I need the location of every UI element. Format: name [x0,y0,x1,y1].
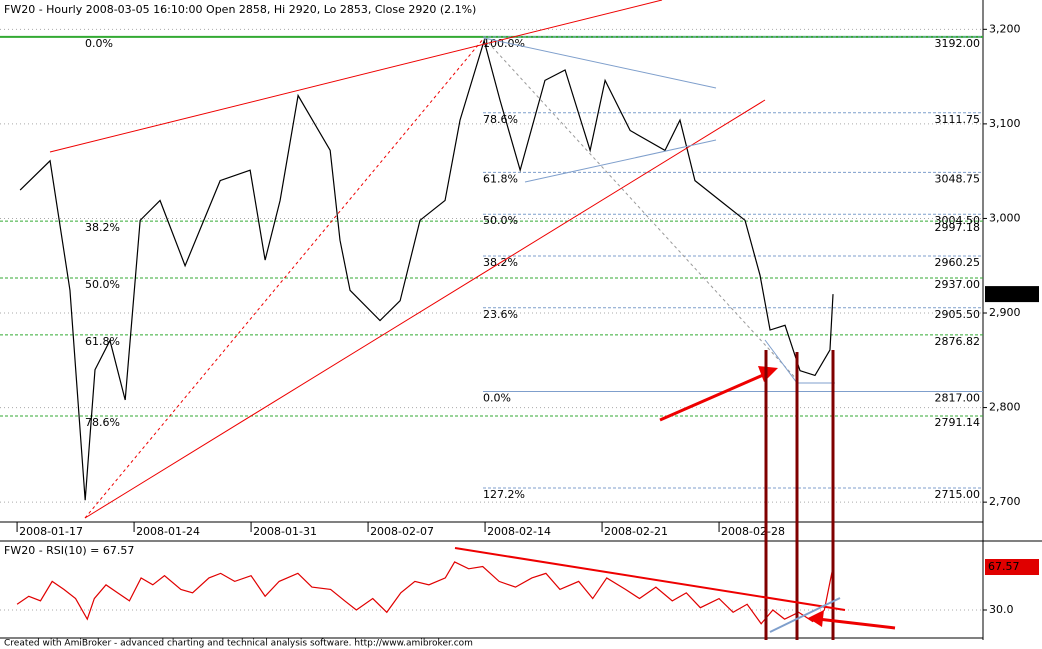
fib-name: 127.2% [483,488,525,501]
fib-label: 2905.50 [935,308,981,321]
y-tick-label: 30.0 [989,603,1014,616]
fib-label: 2876.82 [935,335,981,348]
x-tick-label: 2008-02-07 [370,525,434,538]
fib-label: 2997.18 [935,221,981,234]
fib-label: 2817.00 [935,392,981,405]
trend-line [483,37,717,89]
fib-label: 3048.75 [935,172,981,185]
trend-line [49,0,663,153]
x-tick-label: 2008-01-17 [19,525,83,538]
fib-label: 2791.14 [935,416,981,429]
trend-line [454,547,846,611]
x-tick-label: 2008-01-31 [253,525,317,538]
x-tick-label: 2008-02-21 [604,525,668,538]
last-value-label: 2,920 [988,287,1020,300]
trend-line [524,139,717,183]
fib-label: 2960.25 [935,256,981,269]
last-value-box [985,286,1039,303]
fib-name: 38.2% [85,221,120,234]
fib-label: 2937.00 [935,278,981,291]
arrow [659,370,771,422]
last-value-box [985,559,1039,576]
fib-name: 23.6% [483,308,518,321]
y-tick-label: 3,100 [989,117,1021,130]
trend-line [84,99,766,519]
fib-name: 78.6% [483,113,518,126]
y-tick-label: 2,700 [989,495,1021,508]
rsi-title: FW20 - RSI(10) = 67.57 [4,544,134,557]
trend-line [769,597,841,633]
trend-drawings [49,0,896,640]
price-line [16,561,834,625]
last-value-label: 67.57 [988,560,1020,573]
trend-line [84,37,485,519]
y-tick-label: 3,200 [989,22,1021,35]
fib-name: 78.6% [85,416,120,429]
arrow [817,617,896,630]
fib-name: 0.0% [85,37,113,50]
fib-name: 61.8% [85,335,120,348]
y-tick-label: 2,900 [989,306,1021,319]
price-line [19,38,834,501]
y-tick-label: 3,000 [989,211,1021,224]
fib-name: 61.8% [483,172,518,185]
footer: Created with AmiBroker - advanced charti… [4,639,473,649]
arrow-head [758,366,778,382]
x-tick-label: 2008-02-14 [487,525,551,538]
fib-name: 50.0% [483,214,518,227]
y-tick-label: 2,800 [989,401,1021,414]
x-tick-label: 2008-01-24 [136,525,200,538]
x-tick-label: 2008-02-28 [721,525,785,538]
fib-label: 3004.50 [935,214,981,227]
fib-name: 0.0% [483,392,511,405]
arrow-head [808,610,824,627]
fib-label: 3111.75 [935,113,981,126]
fib-label: 2715.00 [935,488,981,501]
chart-title: FW20 - Hourly 2008-03-05 16:10:00 Open 2… [4,3,476,16]
fib-label: 3192.00 [935,37,981,50]
fib-name: 50.0% [85,278,120,291]
